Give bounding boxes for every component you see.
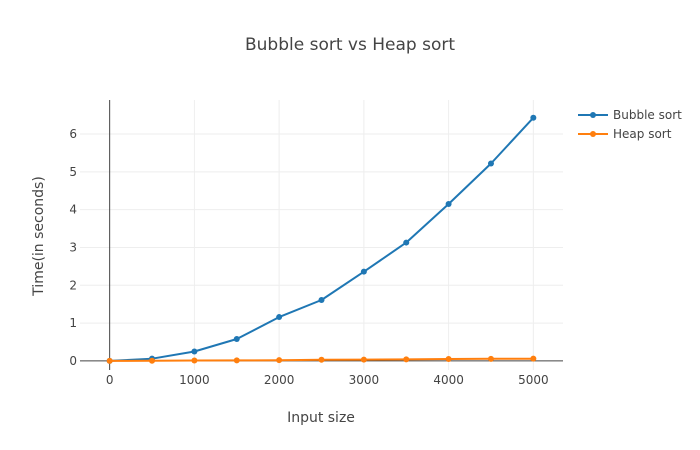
heap-sort-point-500: [149, 357, 156, 364]
heap-sort-point-2000: [276, 357, 283, 364]
bubble-sort-point-4000: [445, 200, 452, 207]
legend-marker-heap-sort: [590, 131, 596, 137]
y-tick-label-4: 4: [69, 203, 77, 217]
x-axis-title: Input size: [287, 410, 355, 426]
x-tick-label-3000: 3000: [349, 373, 380, 387]
x-tick-label-2000: 2000: [264, 373, 295, 387]
x-tick-label-5000: 5000: [518, 373, 549, 387]
x-tick-label-0: 0: [106, 373, 114, 387]
grid: [80, 100, 563, 370]
y-tick-label-6: 6: [69, 127, 77, 141]
legend-label-bubble-sort: Bubble sort: [613, 108, 682, 122]
heap-sort-point-3500: [403, 356, 410, 363]
legend[interactable]: Bubble sort Heap sort: [578, 108, 682, 141]
heap-sort-point-3000: [360, 356, 367, 363]
y-tick-label-0: 0: [69, 354, 77, 368]
bubble-sort-point-1500: [233, 335, 240, 342]
x-tick-label-1000: 1000: [179, 373, 210, 387]
bubble-sort-point-3500: [403, 239, 410, 246]
y-tick-label-5: 5: [69, 165, 77, 179]
bubble-sort-point-4500: [487, 160, 494, 167]
legend-marker-bubble-sort: [590, 112, 596, 118]
y-tick-label-2: 2: [69, 278, 77, 292]
bubble-sort-point-1000: [191, 348, 198, 355]
heap-sort-point-1000: [191, 357, 198, 364]
bubble-sort-point-2500: [318, 297, 325, 304]
bubble-sort-point-2000: [276, 314, 283, 321]
y-tick-label-3: 3: [69, 240, 77, 254]
series-layer: [106, 114, 537, 364]
y-tick-label-1: 1: [69, 316, 77, 330]
legend-item-bubble-sort[interactable]: Bubble sort: [578, 108, 682, 122]
x-tick-label-4000: 4000: [433, 373, 464, 387]
chart-title: Bubble sort vs Heap sort: [245, 35, 455, 55]
bubble-sort-point-3000: [360, 268, 367, 275]
heap-sort-point-2500: [318, 356, 325, 363]
heap-sort-point-0: [106, 357, 113, 364]
heap-sort-point-4500: [487, 355, 494, 362]
tick-labels: 0 1000 2000 3000 4000 5000 0 1 2 3 4 5 6: [69, 127, 548, 387]
legend-label-heap-sort: Heap sort: [613, 127, 672, 141]
heap-sort-point-4000: [445, 356, 452, 363]
legend-item-heap-sort[interactable]: Heap sort: [578, 127, 672, 141]
y-axis-title: Time(in seconds): [31, 176, 47, 297]
heap-sort-point-5000: [530, 355, 537, 362]
bubble-sort-point-5000: [530, 114, 537, 121]
heap-sort-point-1500: [233, 357, 240, 364]
